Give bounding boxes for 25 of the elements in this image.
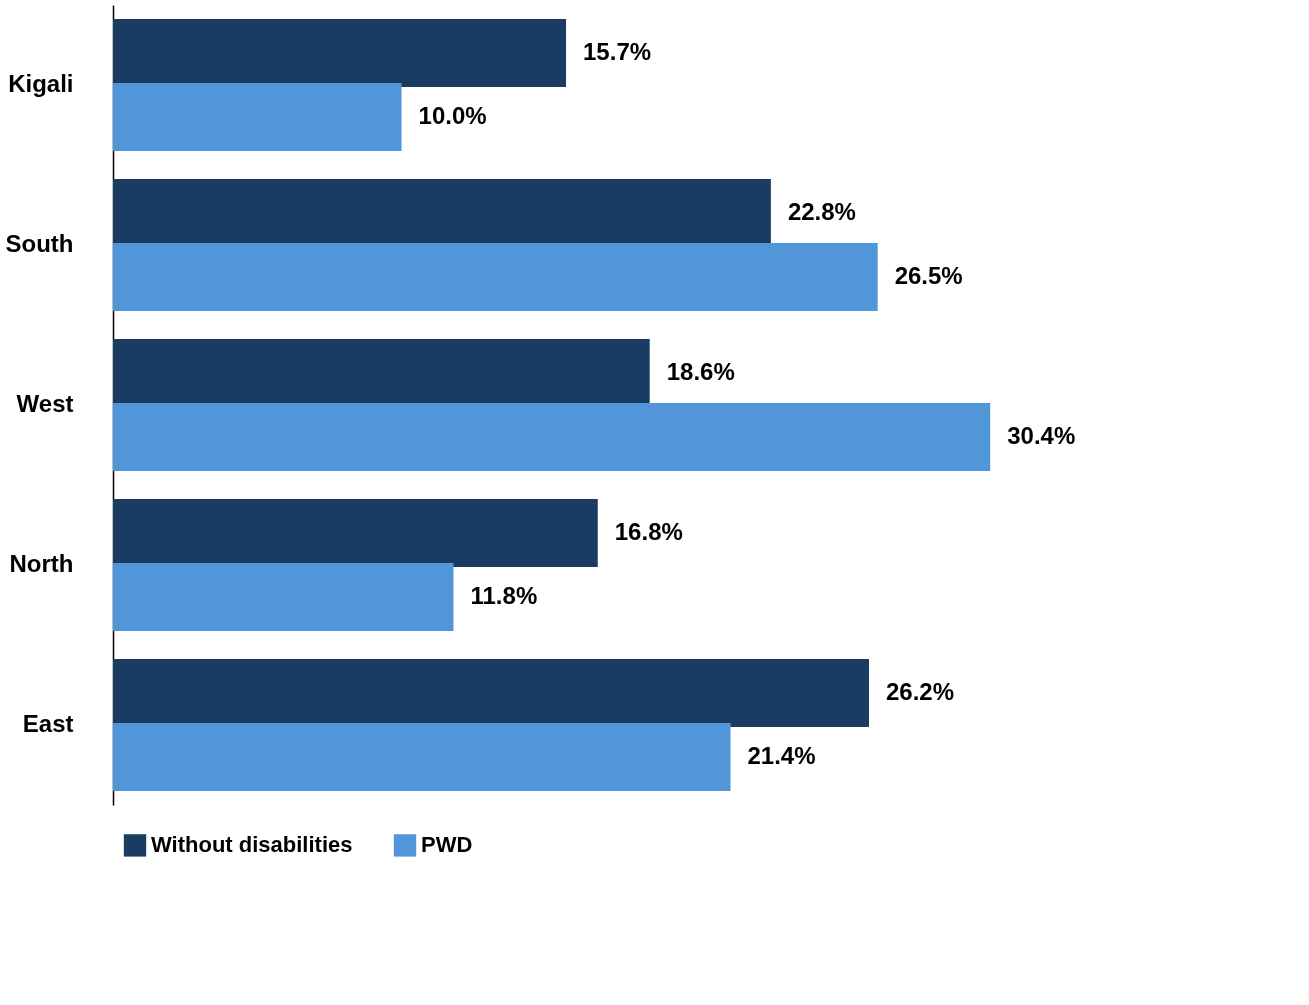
data-label: 22.8% [787, 198, 856, 225]
y-tick-label: West [16, 390, 74, 417]
legend-label: Without disabilities [151, 832, 353, 858]
y-tick-label: East [22, 710, 74, 737]
bar [113, 499, 598, 567]
data-label: 10.0% [418, 102, 487, 129]
data-label: 26.5% [894, 262, 963, 289]
bar [113, 659, 869, 727]
bar [113, 723, 731, 791]
data-label: 16.8% [614, 518, 683, 545]
y-tick-label: South [5, 230, 74, 257]
bar [113, 563, 454, 631]
data-label: 18.6% [666, 358, 735, 385]
y-tick-label: Kigali [8, 70, 74, 97]
bar [113, 243, 878, 311]
legend-label: PWD [421, 832, 473, 858]
data-label: 30.4% [1007, 422, 1076, 449]
bar [113, 19, 567, 87]
data-label: 15.7% [583, 38, 652, 65]
y-tick-label: North [9, 550, 74, 577]
data-label: 11.8% [470, 582, 538, 609]
bar [113, 403, 991, 471]
data-label: 26.2% [886, 678, 955, 705]
data-label: 21.4% [747, 742, 816, 769]
bar [113, 83, 402, 151]
